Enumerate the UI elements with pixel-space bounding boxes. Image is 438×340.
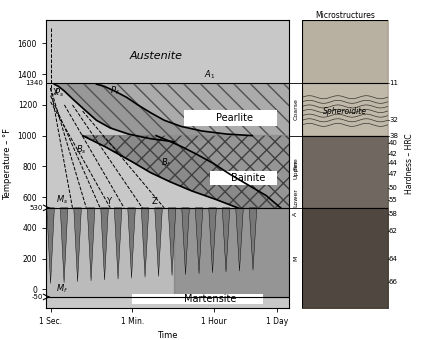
Polygon shape	[47, 208, 54, 284]
Text: 1340: 1340	[25, 80, 43, 86]
Polygon shape	[141, 208, 149, 277]
Text: 47: 47	[389, 171, 398, 177]
Text: 64: 64	[389, 256, 398, 261]
Polygon shape	[168, 208, 176, 275]
Text: Z: Z	[151, 197, 157, 206]
Polygon shape	[156, 136, 289, 208]
Text: 42: 42	[389, 151, 398, 157]
Polygon shape	[249, 208, 257, 270]
Text: 38: 38	[389, 133, 398, 139]
Text: M: M	[293, 256, 298, 261]
Text: Fine: Fine	[293, 158, 298, 170]
Text: 44: 44	[389, 160, 398, 166]
Polygon shape	[195, 208, 203, 274]
Bar	[132, 294, 263, 304]
Text: 55: 55	[389, 197, 398, 203]
Polygon shape	[87, 208, 95, 281]
Polygon shape	[96, 84, 289, 136]
Text: $A_1$: $A_1$	[205, 69, 215, 81]
Text: Upper: Upper	[293, 160, 298, 179]
Text: Austenite: Austenite	[130, 51, 183, 61]
Polygon shape	[101, 208, 108, 280]
Y-axis label: Temperature – °F: Temperature – °F	[3, 128, 12, 200]
Polygon shape	[83, 136, 281, 208]
Bar	[184, 110, 277, 126]
Bar	[210, 171, 277, 185]
Text: $M_s$: $M_s$	[56, 193, 68, 206]
Text: $B_f$: $B_f$	[161, 157, 171, 169]
Text: 530: 530	[30, 205, 43, 211]
Text: $P_s$: $P_s$	[54, 86, 64, 99]
Polygon shape	[182, 208, 189, 275]
Text: Pearlite: Pearlite	[215, 113, 253, 123]
Text: Lower: Lower	[293, 188, 298, 206]
Text: Hardness – HRC: Hardness – HRC	[406, 134, 414, 194]
Title: Microstructures: Microstructures	[315, 11, 375, 20]
Polygon shape	[128, 208, 135, 278]
Polygon shape	[60, 208, 68, 283]
Text: 50: 50	[389, 185, 398, 191]
Text: 40: 40	[389, 140, 398, 146]
Text: Coarse: Coarse	[293, 99, 298, 120]
Polygon shape	[114, 208, 122, 279]
Text: 11: 11	[389, 80, 398, 86]
Text: Y: Y	[106, 197, 111, 206]
Text: $P_f$: $P_f$	[110, 85, 120, 97]
Text: -50: -50	[32, 294, 43, 300]
Text: 62: 62	[389, 228, 398, 234]
X-axis label: Time: Time	[157, 331, 178, 340]
Polygon shape	[222, 208, 230, 272]
Text: Martensite: Martensite	[184, 294, 236, 304]
Polygon shape	[209, 208, 216, 273]
Text: 32: 32	[389, 117, 398, 123]
Text: $M_f$: $M_f$	[56, 283, 68, 295]
Text: X: X	[53, 88, 58, 97]
Text: A: A	[293, 212, 298, 216]
Polygon shape	[54, 84, 252, 142]
Polygon shape	[74, 208, 81, 282]
Polygon shape	[236, 208, 244, 271]
Text: 58: 58	[389, 211, 398, 217]
Polygon shape	[155, 208, 162, 276]
Text: Bainite: Bainite	[231, 173, 265, 183]
Text: 66: 66	[389, 278, 398, 285]
Text: Spheroidite: Spheroidite	[323, 106, 367, 116]
Text: $B_s$: $B_s$	[76, 143, 86, 156]
